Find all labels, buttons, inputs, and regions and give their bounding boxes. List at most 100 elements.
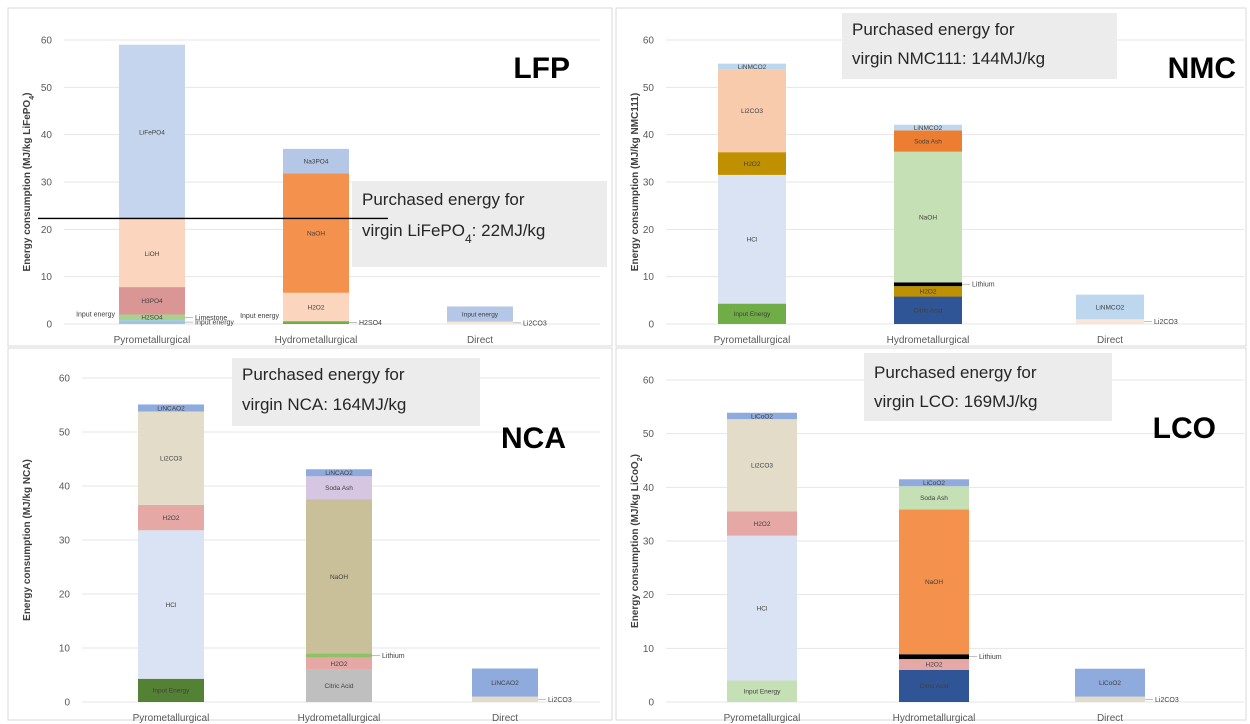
bar-segment-licoo2 bbox=[899, 479, 969, 487]
bar-segment-licoo2 bbox=[1075, 668, 1145, 697]
segment-label: HCl bbox=[757, 605, 768, 612]
y-axis-label-main: Energy consumption (MJ/kg NCA) bbox=[22, 459, 33, 621]
note-line-2: virgin NCA: 164MJ/kg bbox=[242, 395, 406, 414]
y-tick-label: 50 bbox=[643, 83, 655, 94]
side-label: Lithium bbox=[972, 282, 995, 289]
segment-label: H2SO4 bbox=[141, 315, 163, 322]
bar-segment-naoh bbox=[899, 509, 969, 655]
segment-label: HCl bbox=[166, 602, 177, 609]
bar-segment-li2co3 bbox=[1075, 696, 1145, 702]
note-box bbox=[352, 181, 607, 267]
segment-label: Soda Ash bbox=[914, 138, 942, 145]
y-tick-label: 40 bbox=[643, 483, 655, 494]
panel-title: NMC bbox=[1168, 52, 1236, 85]
y-tick-label: 20 bbox=[41, 225, 53, 236]
y-tick-label: 40 bbox=[41, 130, 53, 141]
y-axis-label: Energy consumption (MJ/kg LiCoO2) bbox=[630, 454, 644, 628]
y-tick-label: 50 bbox=[643, 429, 655, 440]
bar-segment-h2o2 bbox=[138, 504, 204, 531]
segment-label: H2O2 bbox=[754, 521, 771, 528]
panel-lfp: 0 10 20 30 40 50 60 Energy consumption (MJ/kg L… bbox=[7, 7, 613, 347]
y-axis-label: Energy consumption (MJ/kg NMC111) bbox=[630, 93, 641, 271]
note-box bbox=[232, 358, 480, 426]
bar-segment-naoh bbox=[894, 151, 962, 283]
bar-segment-linmco2 bbox=[894, 124, 962, 131]
segment-label: LiFePO4 bbox=[139, 130, 165, 137]
segment-label: HCl bbox=[747, 237, 758, 244]
note-line-2-sub: 4 bbox=[465, 232, 472, 246]
note-line-1: Purchased energy for bbox=[852, 20, 1015, 39]
y-tick-label: 60 bbox=[643, 36, 655, 47]
bar-segment-lioh bbox=[119, 219, 185, 288]
y-tick-label: 20 bbox=[59, 590, 71, 601]
bar-segment-citric-acid bbox=[894, 296, 962, 324]
bar-segment-li2co3 bbox=[447, 321, 513, 324]
segment-label: Soda Ash bbox=[920, 495, 948, 502]
segment-label: H2O2 bbox=[926, 662, 943, 669]
bar-segment-li2co3 bbox=[138, 411, 204, 505]
y-tick-label: 10 bbox=[643, 644, 655, 655]
bar-segment-hcl bbox=[718, 174, 786, 304]
bar-segment-lifepo4 bbox=[119, 44, 185, 220]
bar-segment-lithium bbox=[899, 654, 969, 660]
bar-segment-lithium bbox=[894, 282, 962, 287]
y-tick-label: 10 bbox=[643, 272, 655, 283]
bar-segment-licoo2 bbox=[727, 412, 797, 420]
y-tick-label: 60 bbox=[59, 374, 71, 385]
segment-label: LiOH bbox=[145, 251, 160, 258]
segment-label: LiNCAO2 bbox=[491, 680, 519, 687]
y-tick-label: 0 bbox=[46, 320, 52, 331]
panel-lco: 0 10 20 30 40 50 60 Energy consumption (MJ/kg L… bbox=[615, 347, 1247, 724]
side-label: Li2CO3 bbox=[548, 697, 572, 704]
x-category-label: Hydrometallurgical bbox=[298, 713, 381, 724]
segment-label: NaOH bbox=[925, 579, 943, 586]
panel-title: LCO bbox=[1153, 412, 1216, 445]
note-line-1: Purchased energy for bbox=[242, 365, 405, 384]
segment-label: Citric Acid bbox=[920, 683, 949, 690]
bar-segment-soda-ash bbox=[899, 486, 969, 510]
bar-segment-lithium bbox=[306, 653, 372, 658]
bar-segment-lincao2 bbox=[472, 668, 538, 697]
x-category-label: Pyrometallurgical bbox=[133, 713, 210, 724]
segment-label: H3PO4 bbox=[141, 298, 163, 305]
note-box bbox=[864, 353, 1112, 421]
segment-label: Input Energy bbox=[153, 688, 191, 695]
bar-segment-input-energy bbox=[718, 303, 786, 324]
y-axis-label-main: Energy consumption (MJ/kg NMC111) bbox=[630, 93, 641, 271]
y-tick-label: 60 bbox=[643, 376, 655, 387]
segment-label: LiCoO2 bbox=[923, 480, 945, 487]
side-label: Li2CO3 bbox=[523, 320, 547, 327]
segment-label: LiNCAO2 bbox=[325, 470, 353, 477]
bar-segment-li2co3 bbox=[472, 696, 538, 702]
bar-segment-hcl bbox=[138, 530, 204, 679]
bar-segment-h2so4 bbox=[119, 314, 185, 321]
y-tick-label: 30 bbox=[643, 537, 655, 548]
side-label: H2SO4 bbox=[359, 320, 382, 327]
y-axis-label-end: ) bbox=[630, 454, 641, 457]
x-category-label: Direct bbox=[492, 713, 518, 724]
x-category-label: Hydrometallurgical bbox=[887, 335, 970, 346]
note-line-2-pre: virgin LiFePO bbox=[362, 221, 465, 240]
segment-label: LiNMCO2 bbox=[738, 64, 767, 71]
bar-segment-h2o2 bbox=[894, 286, 962, 297]
x-category-label: Direct bbox=[467, 335, 493, 346]
note-line-1: Purchased energy for bbox=[874, 363, 1037, 382]
bar-segment-input-energy bbox=[727, 680, 797, 702]
segment-label: LiNCAO2 bbox=[157, 405, 185, 412]
segment-label: Li2CO3 bbox=[741, 108, 763, 115]
panel-nca: 0 10 20 30 40 50 60 Energy consumption (MJ/kg N… bbox=[7, 347, 613, 724]
y-tick-label: 40 bbox=[643, 130, 655, 141]
segment-label: H2O2 bbox=[308, 304, 325, 311]
y-axis-label-sub: 4 bbox=[29, 96, 36, 100]
bar-segment-linmco2 bbox=[1076, 294, 1144, 320]
bar-segment-h2o2 bbox=[727, 511, 797, 536]
side-label-left: Input energy bbox=[240, 313, 279, 320]
side-label: Li2CO3 bbox=[1155, 697, 1179, 704]
x-category-label: Hydrometallurgical bbox=[275, 335, 358, 346]
x-category-label: Pyrometallurgical bbox=[114, 335, 191, 346]
panel-title: LFP bbox=[513, 52, 570, 85]
bar-segment-h2o2 bbox=[899, 659, 969, 670]
y-axis-label-end: ) bbox=[22, 93, 33, 96]
y-tick-label: 10 bbox=[41, 272, 53, 283]
